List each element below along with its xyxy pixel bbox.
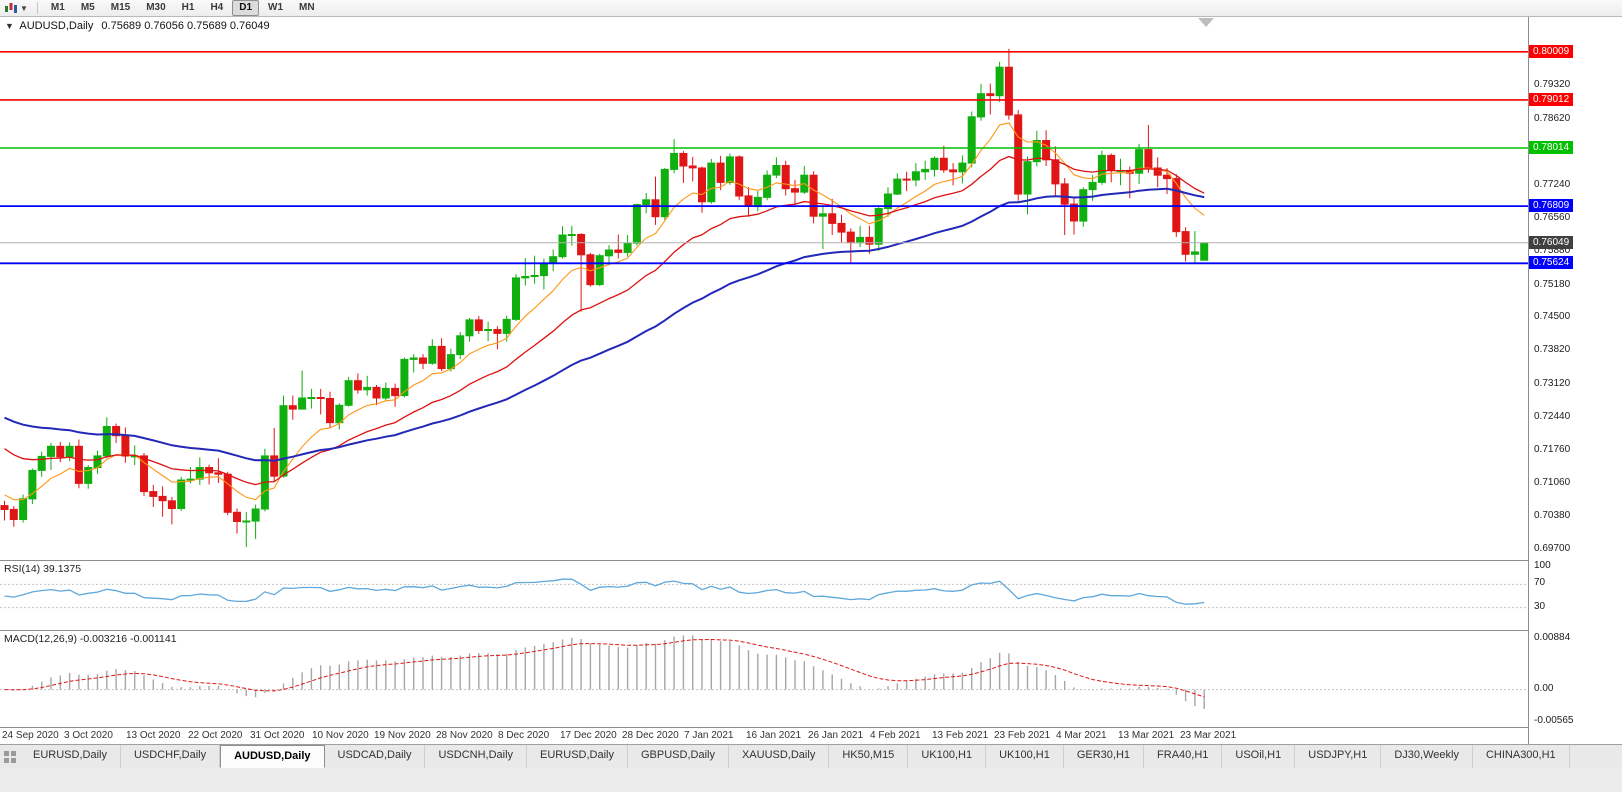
date-tick: 28 Dec 2020 (622, 730, 679, 741)
price-tick: 0.70380 (1534, 510, 1571, 522)
macd-plot (0, 635, 1528, 709)
date-tick: 31 Oct 2020 (250, 730, 305, 741)
macd-panel[interactable]: MACD(12,26,9) -0.003216 -0.001141 (0, 630, 1528, 727)
price-tick: 0.75880 (1534, 244, 1571, 256)
chart-ohlc-values: 0.75689 0.76056 0.75689 0.76049 (101, 20, 270, 32)
chart-tab-eurusd-daily[interactable]: EURUSD,Daily (20, 745, 121, 768)
line-price-box: 0.78014 (1529, 140, 1574, 154)
date-tick: 7 Jan 2021 (684, 730, 734, 741)
timeframe-button-w1[interactable]: W1 (268, 2, 284, 13)
date-tick: 19 Nov 2020 (374, 730, 431, 741)
chart-tab-gbpusd-daily[interactable]: GBPUSD,Daily (628, 745, 729, 768)
timeframe-buttons: M1 M5 M15 M30 H1 H4 D1 W1 MN (43, 0, 323, 16)
price-tick: 0.78620 (1534, 112, 1571, 124)
timeframe-button-h1[interactable]: H1 (181, 2, 195, 13)
chart-tab-xauusd-daily[interactable]: XAUUSD,Daily (729, 745, 830, 768)
date-tick: 8 Dec 2020 (498, 730, 550, 741)
chart-tab-fra40-h1[interactable]: FRA40,H1 (1144, 745, 1223, 768)
candlestick-icon (5, 3, 17, 13)
price-panel[interactable]: ▼ AUDUSD,Daily 0.75689 0.76056 0.75689 0… (0, 17, 1528, 560)
chart-tab-audusd-daily[interactable]: AUDUSD,Daily (220, 745, 325, 768)
date-tick: 23 Feb 2021 (994, 730, 1051, 741)
date-tick: 13 Mar 2021 (1118, 730, 1175, 741)
chart-periods-dropdown-icon[interactable]: ▼ (20, 3, 28, 13)
rsi-scale-tick: 30 (1534, 600, 1546, 612)
chart-tabs: EURUSD,Daily USDCHF,Daily AUDUSD,Daily USDC… (20, 745, 1570, 768)
chart-symbol-label: AUDUSD,Daily (19, 20, 94, 32)
timeframe-button-m5[interactable]: M5 (80, 2, 95, 13)
chart-tab-usdcad-daily[interactable]: USDCAD,Daily (325, 745, 426, 768)
rsi-scale-tick: 100 (1534, 560, 1551, 571)
tab-list-icon[interactable] (0, 745, 20, 768)
date-tick: 23 Mar 2021 (1180, 730, 1237, 741)
chart-tab-usdchf-daily[interactable]: USDCHF,Daily (121, 745, 221, 768)
price-tick: 0.79320 (1534, 79, 1571, 90)
price-tick: 0.69700 (1534, 543, 1571, 554)
macd-scale-tick: 0.00884 (1534, 632, 1571, 643)
price-tick: 0.71060 (1534, 477, 1571, 489)
price-tick: 0.74500 (1534, 311, 1571, 323)
price-tick: 0.71760 (1534, 443, 1571, 455)
timeframe-button-m1[interactable]: M1 (50, 2, 65, 13)
chart-tab-eurusd-daily[interactable]: EURUSD,Daily (527, 745, 628, 768)
date-tick: 13 Feb 2021 (932, 730, 989, 741)
chart-tab-hk50-m15[interactable]: HK50,M15 (829, 745, 909, 768)
price-scale[interactable]: 0.793200.786200.779400.772400.765600.758… (1528, 17, 1622, 744)
macd-label: MACD(12,26,9) -0.003216 -0.001141 (4, 633, 177, 645)
chart-tab-usoil-h1[interactable]: USOil,H1 (1222, 745, 1296, 768)
timeframe-button-m30[interactable]: M30 (146, 2, 166, 13)
line-price-box: 0.80009 (1529, 44, 1574, 58)
one-click-trading-collapse-icon[interactable]: ▼ (5, 21, 14, 31)
price-tick: 0.76560 (1534, 212, 1571, 224)
chart-tab-uk100-h1[interactable]: UK100,H1 (986, 745, 1064, 768)
date-tick: 16 Jan 2021 (746, 730, 802, 741)
timeframe-button-mn[interactable]: MN (299, 2, 315, 13)
grid-icon (4, 750, 16, 763)
candlestick-plot[interactable] (0, 17, 1528, 560)
macd-scale-tick: 0.00 (1534, 682, 1554, 694)
chart-tabbar: EURUSD,Daily USDCHF,Daily AUDUSD,Daily USDC… (0, 744, 1622, 768)
date-tick: 4 Feb 2021 (870, 730, 921, 741)
date-tick: 3 Oct 2020 (64, 730, 113, 741)
date-tick: 24 Sep 2020 (2, 730, 59, 741)
chart-tab-usdjpy-h1[interactable]: USDJPY,H1 (1295, 745, 1382, 768)
date-tick: 13 Oct 2020 (126, 730, 181, 741)
chart-periods-icon[interactable] (3, 2, 19, 15)
date-tick: 10 Nov 2020 (312, 730, 369, 741)
chart-tab-china300-h1[interactable]: CHINA300,H1 (1473, 745, 1570, 768)
rsi-panel[interactable]: RSI(14) 39.1375 (0, 560, 1528, 630)
price-tick: 0.72440 (1534, 410, 1571, 422)
timeframe-button-d1[interactable]: D1 (232, 0, 260, 16)
date-tick: 22 Oct 2020 (188, 730, 243, 741)
price-tick: 0.75180 (1534, 278, 1571, 290)
bid-price-box: 0.76049 (1529, 235, 1574, 249)
time-axis[interactable]: 24 Sep 2020 3 Oct 2020 13 Oct 2020 22 Oct 2… (0, 727, 1528, 744)
chart-shift-marker[interactable] (1198, 18, 1214, 27)
date-tick: 26 Jan 2021 (808, 730, 864, 741)
timeframe-toolbar: ▼ M1 M5 M15 M30 H1 H4 D1 W1 MN (0, 0, 1622, 17)
window-bottom-strip (0, 768, 1622, 792)
chart-tab-uk100-h1[interactable]: UK100,H1 (908, 745, 987, 768)
chart-tab-usdcnh-daily[interactable]: USDCNH,Daily (425, 745, 528, 768)
date-tick: 4 Mar 2021 (1056, 730, 1107, 741)
chart-tab-ger30-h1[interactable]: GER30,H1 (1064, 745, 1145, 768)
timeframe-button-m15[interactable]: M15 (110, 2, 131, 13)
price-tick: 0.73820 (1534, 344, 1571, 356)
rsi-plot (0, 578, 1528, 609)
price-tick: 0.73120 (1534, 378, 1571, 390)
date-tick: 17 Dec 2020 (560, 730, 617, 741)
chart-title: ▼ AUDUSD,Daily 0.75689 0.76056 0.75689 0… (5, 20, 270, 32)
rsi-scale-tick: 70 (1534, 577, 1546, 589)
rsi-label: RSI(14) 39.1375 (4, 563, 82, 575)
date-tick: 28 Nov 2020 (436, 730, 493, 741)
line-price-box: 0.79012 (1529, 92, 1574, 106)
timeframe-button-h4[interactable]: H4 (210, 2, 224, 13)
line-price-box: 0.76809 (1529, 199, 1574, 213)
line-price-box: 0.75624 (1529, 256, 1574, 270)
toolbar-separator (36, 2, 38, 14)
price-tick: 0.77240 (1534, 179, 1571, 191)
chart-tab-dj30-weekly[interactable]: DJ30,Weekly (1381, 745, 1473, 768)
macd-scale-tick: -0.00565 (1534, 715, 1574, 726)
